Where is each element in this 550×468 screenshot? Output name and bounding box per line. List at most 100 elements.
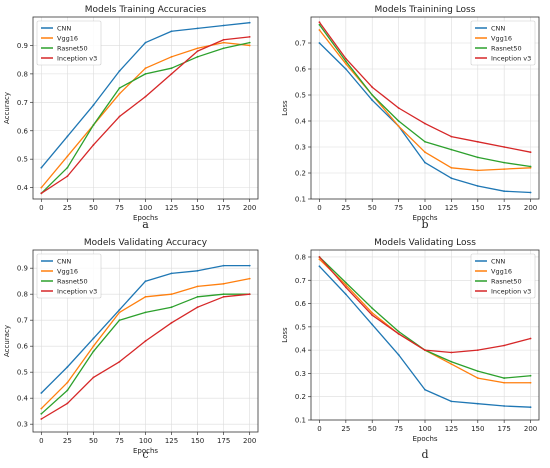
y-tick-label: 0.4 [17,184,29,192]
x-tick-label: 0 [39,437,43,445]
x-axis-label: Epochs [133,214,158,222]
legend-box [36,20,102,66]
y-tick-label: 0.3 [295,370,306,378]
data-point [118,360,121,363]
legend-label: Vgg16 [57,34,78,42]
data-point [371,307,374,310]
y-tick-label: 0.5 [17,369,28,377]
x-tick-label: 125 [165,204,178,212]
y-tick-label: 0.6 [17,127,29,135]
data-point [196,269,199,272]
x-tick-label: 150 [471,425,484,433]
data-point [344,57,347,60]
chart-title: Models Validating Accuracy [84,238,208,248]
data-point [503,405,506,407]
x-tick-label: 75 [394,204,403,212]
panel-label: c [142,448,148,461]
panel-label: b [421,218,428,231]
data-point [40,392,43,394]
data-point [318,258,321,261]
y-tick-label: 0.3 [295,144,306,152]
legend-label: CNN [491,257,505,265]
x-tick-label: 100 [139,437,152,445]
legend-label: Vgg16 [57,267,78,275]
data-point [118,115,121,118]
data-point [170,321,173,324]
data-point [40,186,43,189]
x-tick-label: 200 [524,204,537,212]
data-point [318,265,321,268]
x-tick-label: 75 [115,437,124,445]
x-axis-label: Epochs [412,214,437,222]
y-tick-label: 0.8 [17,70,28,78]
data-point [118,87,121,89]
data-point [92,376,95,379]
y-tick-label: 0.7 [17,99,28,107]
data-point [344,62,347,65]
data-point [170,30,173,33]
data-point [318,42,321,44]
legend-label: Vgg16 [491,34,512,42]
panel-label: a [142,218,149,231]
data-point [66,166,69,169]
data-point [450,400,453,403]
y-tick-label: 0.9 [17,42,28,50]
legend-label: Rasnet50 [57,277,88,285]
data-point [318,256,321,258]
data-point [424,388,426,391]
data-point [248,277,251,280]
data-point [92,350,95,353]
data-point [144,72,147,75]
data-point [40,418,43,420]
data-point [92,337,95,340]
y-tick-label: 0.4 [17,395,29,403]
y-tick-label: 0.6 [295,300,307,308]
data-point [503,377,506,379]
data-point [170,55,173,58]
data-point [371,314,374,317]
data-point [144,295,147,298]
data-point [248,293,251,296]
data-point [424,151,426,154]
data-point [476,377,479,379]
x-tick-label: 175 [217,437,230,445]
data-point [170,293,173,296]
data-point [92,345,95,348]
x-tick-label: 150 [471,204,484,212]
x-axis-label: Epochs [133,447,158,455]
data-point [397,353,400,356]
y-tick-label: 0.1 [295,417,306,425]
y-tick-label: 0.4 [295,347,307,355]
x-tick-label: 200 [524,425,537,433]
data-point [450,135,453,138]
data-point [248,21,251,24]
data-point [476,140,479,143]
data-point [476,370,479,372]
data-point [92,144,95,146]
data-point [222,293,225,296]
legend-label: Rasnet50 [491,277,522,285]
data-point [248,44,251,47]
data-point [318,23,321,26]
y-tick-label: 0.6 [295,66,307,74]
data-point [66,389,69,392]
x-tick-label: 150 [191,204,204,212]
data-point [40,166,43,169]
data-point [196,55,199,58]
data-point [450,360,453,363]
data-point [66,402,69,405]
data-point [397,107,400,109]
legend-label: CNN [491,24,505,32]
data-point [170,306,173,309]
x-tick-label: 50 [89,437,98,445]
data-point [66,155,69,158]
y-tick-label: 0.1 [295,196,306,204]
data-point [344,286,347,289]
x-tick-label: 175 [217,204,230,212]
data-point [196,285,199,288]
data-point [450,363,453,366]
data-point [222,24,225,27]
x-tick-label: 100 [418,204,431,212]
